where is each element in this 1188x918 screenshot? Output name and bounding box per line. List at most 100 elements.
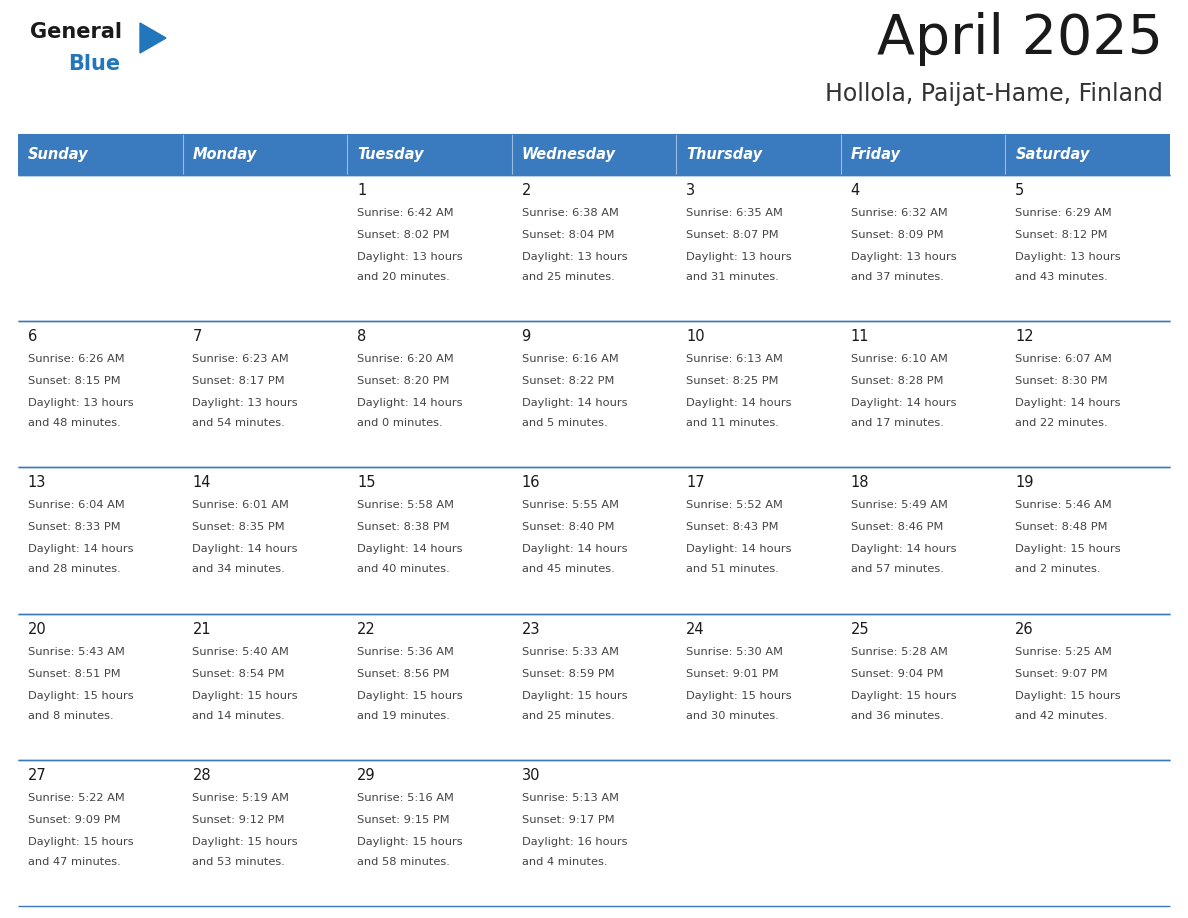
Text: and 14 minutes.: and 14 minutes. [192,711,285,721]
Text: Daylight: 14 hours: Daylight: 14 hours [851,544,956,554]
Text: Sunrise: 5:40 AM: Sunrise: 5:40 AM [192,646,290,656]
Text: Daylight: 14 hours: Daylight: 14 hours [522,398,627,409]
Text: Daylight: 14 hours: Daylight: 14 hours [358,544,462,554]
Bar [183,760,347,906]
Text: Daylight: 13 hours: Daylight: 13 hours [851,252,956,262]
Text: Sunrise: 6:38 AM: Sunrise: 6:38 AM [522,208,619,218]
Text: Sunset: 8:43 PM: Sunset: 8:43 PM [687,522,778,532]
Text: 30: 30 [522,767,541,783]
Text: 7: 7 [192,330,202,344]
Text: Wednesday: Wednesday [522,148,615,162]
Text: 18: 18 [851,476,870,490]
Bar [347,613,512,760]
Text: Sunset: 9:12 PM: Sunset: 9:12 PM [192,815,285,824]
Text: 19: 19 [1016,476,1034,490]
Bar [18,467,183,613]
Bar [1005,135,1170,175]
Text: Daylight: 15 hours: Daylight: 15 hours [851,690,956,700]
Text: Sunrise: 5:43 AM: Sunrise: 5:43 AM [27,646,125,656]
Text: and 37 minutes.: and 37 minutes. [851,272,943,282]
Text: Daylight: 15 hours: Daylight: 15 hours [27,837,133,846]
Text: Sunrise: 5:58 AM: Sunrise: 5:58 AM [358,500,454,510]
Text: Daylight: 15 hours: Daylight: 15 hours [522,690,627,700]
Bar [18,613,183,760]
Text: and 51 minutes.: and 51 minutes. [687,565,779,575]
Text: Sunset: 8:35 PM: Sunset: 8:35 PM [192,522,285,532]
Text: 11: 11 [851,330,870,344]
Text: Sunset: 9:07 PM: Sunset: 9:07 PM [1016,668,1108,678]
Text: 28: 28 [192,767,211,783]
Text: 4: 4 [851,183,860,198]
Bar [512,760,676,906]
Text: Sunset: 8:46 PM: Sunset: 8:46 PM [851,522,943,532]
Text: and 45 minutes.: and 45 minutes. [522,565,614,575]
Bar [1005,613,1170,760]
Text: and 2 minutes.: and 2 minutes. [1016,565,1101,575]
Text: 26: 26 [1016,621,1034,636]
Text: Sunrise: 6:01 AM: Sunrise: 6:01 AM [192,500,290,510]
Text: Sunset: 8:15 PM: Sunset: 8:15 PM [27,376,120,386]
Text: Sunrise: 6:35 AM: Sunrise: 6:35 AM [687,208,783,218]
Text: Sunset: 8:12 PM: Sunset: 8:12 PM [1016,230,1107,240]
Text: and 30 minutes.: and 30 minutes. [687,711,779,721]
Text: and 8 minutes.: and 8 minutes. [27,711,114,721]
Text: Daylight: 14 hours: Daylight: 14 hours [687,398,791,409]
Text: Sunset: 9:09 PM: Sunset: 9:09 PM [27,815,120,824]
Text: 6: 6 [27,330,37,344]
Bar [183,321,347,467]
Text: Sunrise: 6:07 AM: Sunrise: 6:07 AM [1016,354,1112,364]
Bar [1005,467,1170,613]
Bar [18,321,183,467]
Text: Sunrise: 5:25 AM: Sunrise: 5:25 AM [1016,646,1112,656]
Text: and 42 minutes.: and 42 minutes. [1016,711,1108,721]
Text: Sunrise: 6:10 AM: Sunrise: 6:10 AM [851,354,948,364]
Text: 24: 24 [687,621,704,636]
Text: Sunrise: 6:32 AM: Sunrise: 6:32 AM [851,208,948,218]
Text: Daylight: 15 hours: Daylight: 15 hours [358,690,462,700]
Text: 21: 21 [192,621,211,636]
Text: Daylight: 15 hours: Daylight: 15 hours [192,690,298,700]
Text: Sunset: 8:17 PM: Sunset: 8:17 PM [192,376,285,386]
Text: Sunset: 8:25 PM: Sunset: 8:25 PM [687,376,778,386]
Text: Sunrise: 5:30 AM: Sunrise: 5:30 AM [687,646,783,656]
Bar [1005,321,1170,467]
Text: 12: 12 [1016,330,1034,344]
Text: Daylight: 15 hours: Daylight: 15 hours [687,690,791,700]
Bar [841,321,1005,467]
Text: Sunset: 9:04 PM: Sunset: 9:04 PM [851,668,943,678]
Text: Sunrise: 6:13 AM: Sunrise: 6:13 AM [687,354,783,364]
Bar [347,467,512,613]
Text: Sunrise: 5:49 AM: Sunrise: 5:49 AM [851,500,948,510]
Text: 27: 27 [27,767,46,783]
Text: Sunrise: 5:13 AM: Sunrise: 5:13 AM [522,793,619,803]
Text: Daylight: 13 hours: Daylight: 13 hours [27,398,133,409]
Text: 10: 10 [687,330,704,344]
Text: 16: 16 [522,476,541,490]
Text: and 4 minutes.: and 4 minutes. [522,856,607,867]
Text: Sunset: 8:09 PM: Sunset: 8:09 PM [851,230,943,240]
Text: and 47 minutes.: and 47 minutes. [27,856,121,867]
Text: Sunrise: 5:55 AM: Sunrise: 5:55 AM [522,500,619,510]
Text: Daylight: 14 hours: Daylight: 14 hours [851,398,956,409]
Text: Daylight: 14 hours: Daylight: 14 hours [27,544,133,554]
Bar [676,321,841,467]
Text: Sunset: 8:54 PM: Sunset: 8:54 PM [192,668,285,678]
Text: 23: 23 [522,621,541,636]
Text: 9: 9 [522,330,531,344]
Text: Sunset: 8:07 PM: Sunset: 8:07 PM [687,230,779,240]
Text: 8: 8 [358,330,366,344]
Text: and 11 minutes.: and 11 minutes. [687,419,779,428]
Bar [183,467,347,613]
Text: Thursday: Thursday [687,148,763,162]
Text: Sunset: 8:30 PM: Sunset: 8:30 PM [1016,376,1108,386]
Bar [676,135,841,175]
Text: Sunrise: 5:33 AM: Sunrise: 5:33 AM [522,646,619,656]
Text: Sunrise: 6:26 AM: Sunrise: 6:26 AM [27,354,125,364]
Text: Sunrise: 5:46 AM: Sunrise: 5:46 AM [1016,500,1112,510]
Text: Sunset: 8:04 PM: Sunset: 8:04 PM [522,230,614,240]
Text: Daylight: 14 hours: Daylight: 14 hours [687,544,791,554]
Text: April 2025: April 2025 [877,12,1163,66]
Text: and 48 minutes.: and 48 minutes. [27,419,121,428]
Text: General: General [30,22,122,42]
Bar [18,175,183,321]
